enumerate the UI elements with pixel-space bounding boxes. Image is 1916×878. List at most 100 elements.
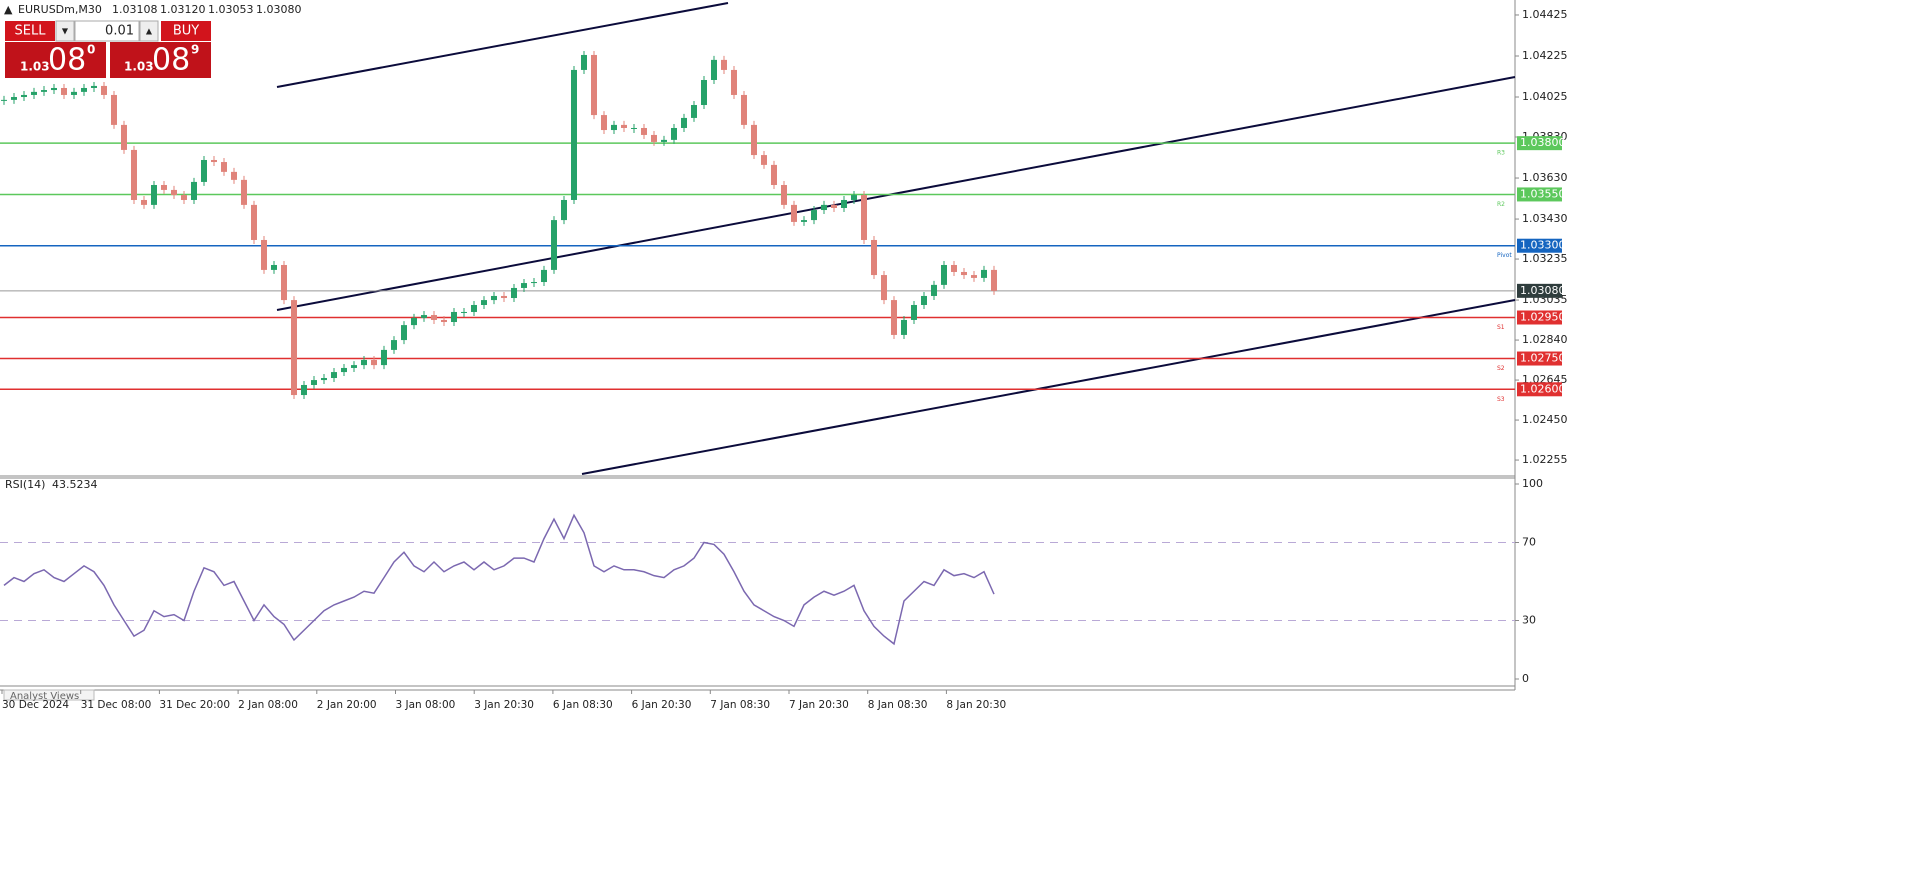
candle [611, 124, 617, 131]
buy-label[interactable]: BUY [173, 24, 199, 39]
candle [261, 239, 267, 270]
candle [871, 239, 877, 276]
candle [661, 139, 667, 142]
candle [231, 171, 237, 180]
y-tick-label: 30 [1522, 614, 1536, 627]
candle [31, 91, 37, 95]
candle [891, 300, 897, 335]
y-tick-label: 1.03430 [1522, 212, 1568, 225]
candle [571, 69, 577, 200]
candle [651, 134, 657, 142]
y-tick-label: 1.04025 [1522, 90, 1568, 103]
candle [931, 284, 937, 296]
y-tick-label: 70 [1522, 536, 1536, 549]
candle [61, 87, 67, 95]
candle [961, 271, 967, 276]
candle [191, 181, 197, 200]
candle [531, 282, 537, 284]
level-box [1517, 136, 1562, 151]
candle [971, 275, 977, 278]
candle [821, 204, 827, 211]
candle [581, 54, 587, 70]
candle [781, 185, 787, 205]
trend-lines [276, 2, 1516, 475]
level-box [1517, 382, 1562, 397]
buy-price-box[interactable] [110, 42, 211, 78]
level-name: Pivot [1497, 252, 1512, 259]
candle [391, 340, 397, 350]
candle [91, 85, 97, 88]
price-sup: 0 [87, 43, 95, 57]
candle [411, 317, 417, 326]
x-tick-label: 8 Jan 08:30 [868, 699, 928, 711]
candle [851, 195, 857, 200]
candle [101, 85, 107, 95]
level-label: 1.02750 [1520, 352, 1566, 365]
candle [601, 115, 607, 131]
tab-label[interactable]: Analyst Views [10, 691, 79, 702]
candle [361, 359, 367, 366]
candle [111, 94, 117, 125]
trend-line [581, 299, 1516, 475]
candle [631, 127, 637, 129]
level-box [1517, 310, 1562, 325]
candle [941, 264, 947, 285]
lot-down[interactable] [55, 20, 75, 42]
ohlc: 1.03080 [256, 3, 302, 16]
candle [921, 295, 927, 305]
candle [951, 264, 957, 272]
candle [901, 319, 907, 335]
analyst-tab[interactable] [3, 689, 95, 701]
candle [721, 59, 727, 70]
price-big: 08 [48, 43, 86, 78]
y-tick-label: 100 [1522, 477, 1543, 490]
candle [881, 275, 887, 301]
x-tick-label: 31 Dec 08:00 [81, 699, 152, 711]
lot-up[interactable] [139, 20, 159, 42]
candle [41, 90, 47, 92]
candle [311, 380, 317, 385]
trend-line [276, 76, 1516, 311]
level-box [1517, 351, 1562, 366]
x-tick-label: 6 Jan 08:30 [553, 699, 613, 711]
x-tick-label: 8 Jan 20:30 [946, 699, 1006, 711]
candle [331, 372, 337, 379]
candle [301, 384, 307, 396]
y-tick-label: 1.02450 [1522, 413, 1568, 426]
ohlc: 1.03053 [208, 3, 254, 16]
level-name: R3 [1497, 150, 1505, 157]
sell-label[interactable]: SELL [15, 24, 47, 39]
candle [251, 204, 257, 240]
candle [1, 99, 7, 101]
candle [431, 315, 437, 320]
sell-price-box[interactable] [5, 42, 106, 78]
lot-input[interactable] [74, 20, 140, 42]
candle [701, 79, 707, 106]
level-name: S1 [1497, 324, 1505, 331]
level-name: S3 [1497, 396, 1505, 403]
candle [141, 199, 147, 205]
sell-button[interactable] [5, 21, 55, 41]
candle [811, 210, 817, 221]
candle [201, 159, 207, 182]
arrow: ▼ [62, 27, 69, 36]
candle [671, 127, 677, 140]
candle [271, 264, 277, 270]
x-tick-label: 2 Jan 20:00 [317, 699, 377, 711]
level-box [1517, 238, 1562, 253]
candle [551, 220, 557, 270]
candle [471, 304, 477, 312]
y-tick-label: 0 [1522, 672, 1529, 685]
ohlc: 1.03108 [112, 3, 158, 16]
candle [861, 195, 867, 240]
buy-button[interactable] [161, 21, 211, 41]
candle [771, 164, 777, 186]
current-label: 1.03080 [1520, 284, 1566, 297]
candle [321, 378, 327, 381]
candle [121, 124, 127, 150]
x-tick-label: 7 Jan 20:30 [789, 699, 849, 711]
candle [11, 97, 17, 100]
candle [211, 159, 217, 163]
price-prefix: 1.03 [124, 60, 154, 74]
rsi-line [3, 513, 995, 646]
